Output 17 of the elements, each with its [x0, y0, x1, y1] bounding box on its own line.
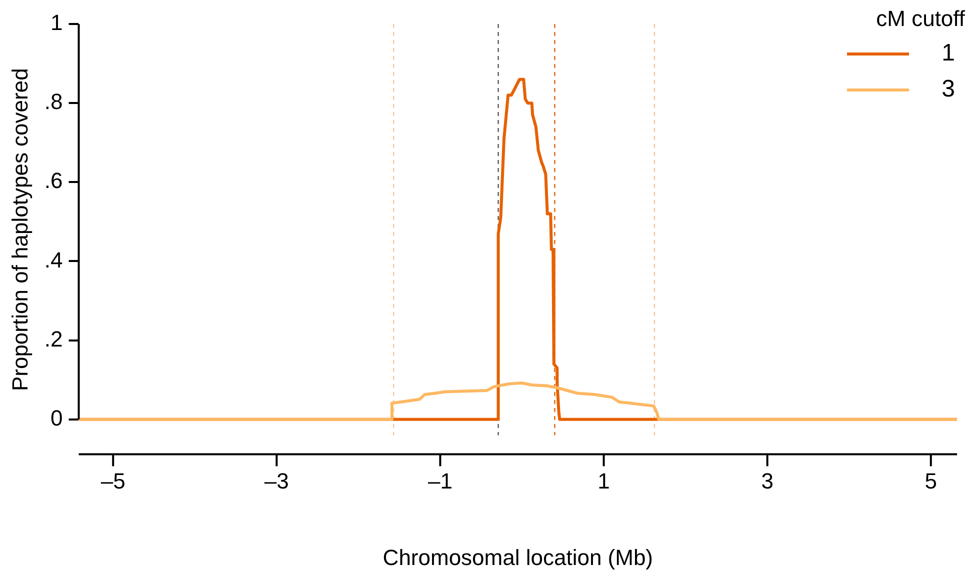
y-tick-label: .8	[44, 89, 63, 114]
y-tick-label: .2	[44, 326, 63, 352]
x-tick-label: 3	[761, 468, 774, 494]
legend-label: 3	[942, 76, 955, 103]
x-tick-label: 1	[598, 468, 610, 494]
y-axis-title: Proportion of haplotypes covered	[7, 68, 32, 392]
x-axis-title: Chromosomal location (Mb)	[382, 544, 653, 570]
y-tick-label: .6	[44, 168, 63, 194]
y-tick-label: 0	[50, 405, 63, 430]
y-tick-label: .4	[44, 247, 63, 272]
y-tick-label: 1	[50, 10, 63, 36]
x-tick-label: –1	[428, 468, 452, 494]
x-tick-label: –3	[264, 468, 289, 494]
x-tick-label: –5	[100, 468, 126, 494]
x-tick-label: 5	[924, 468, 938, 494]
legend-label: 1	[942, 40, 955, 67]
legend-title: cM cutoff	[876, 6, 966, 32]
